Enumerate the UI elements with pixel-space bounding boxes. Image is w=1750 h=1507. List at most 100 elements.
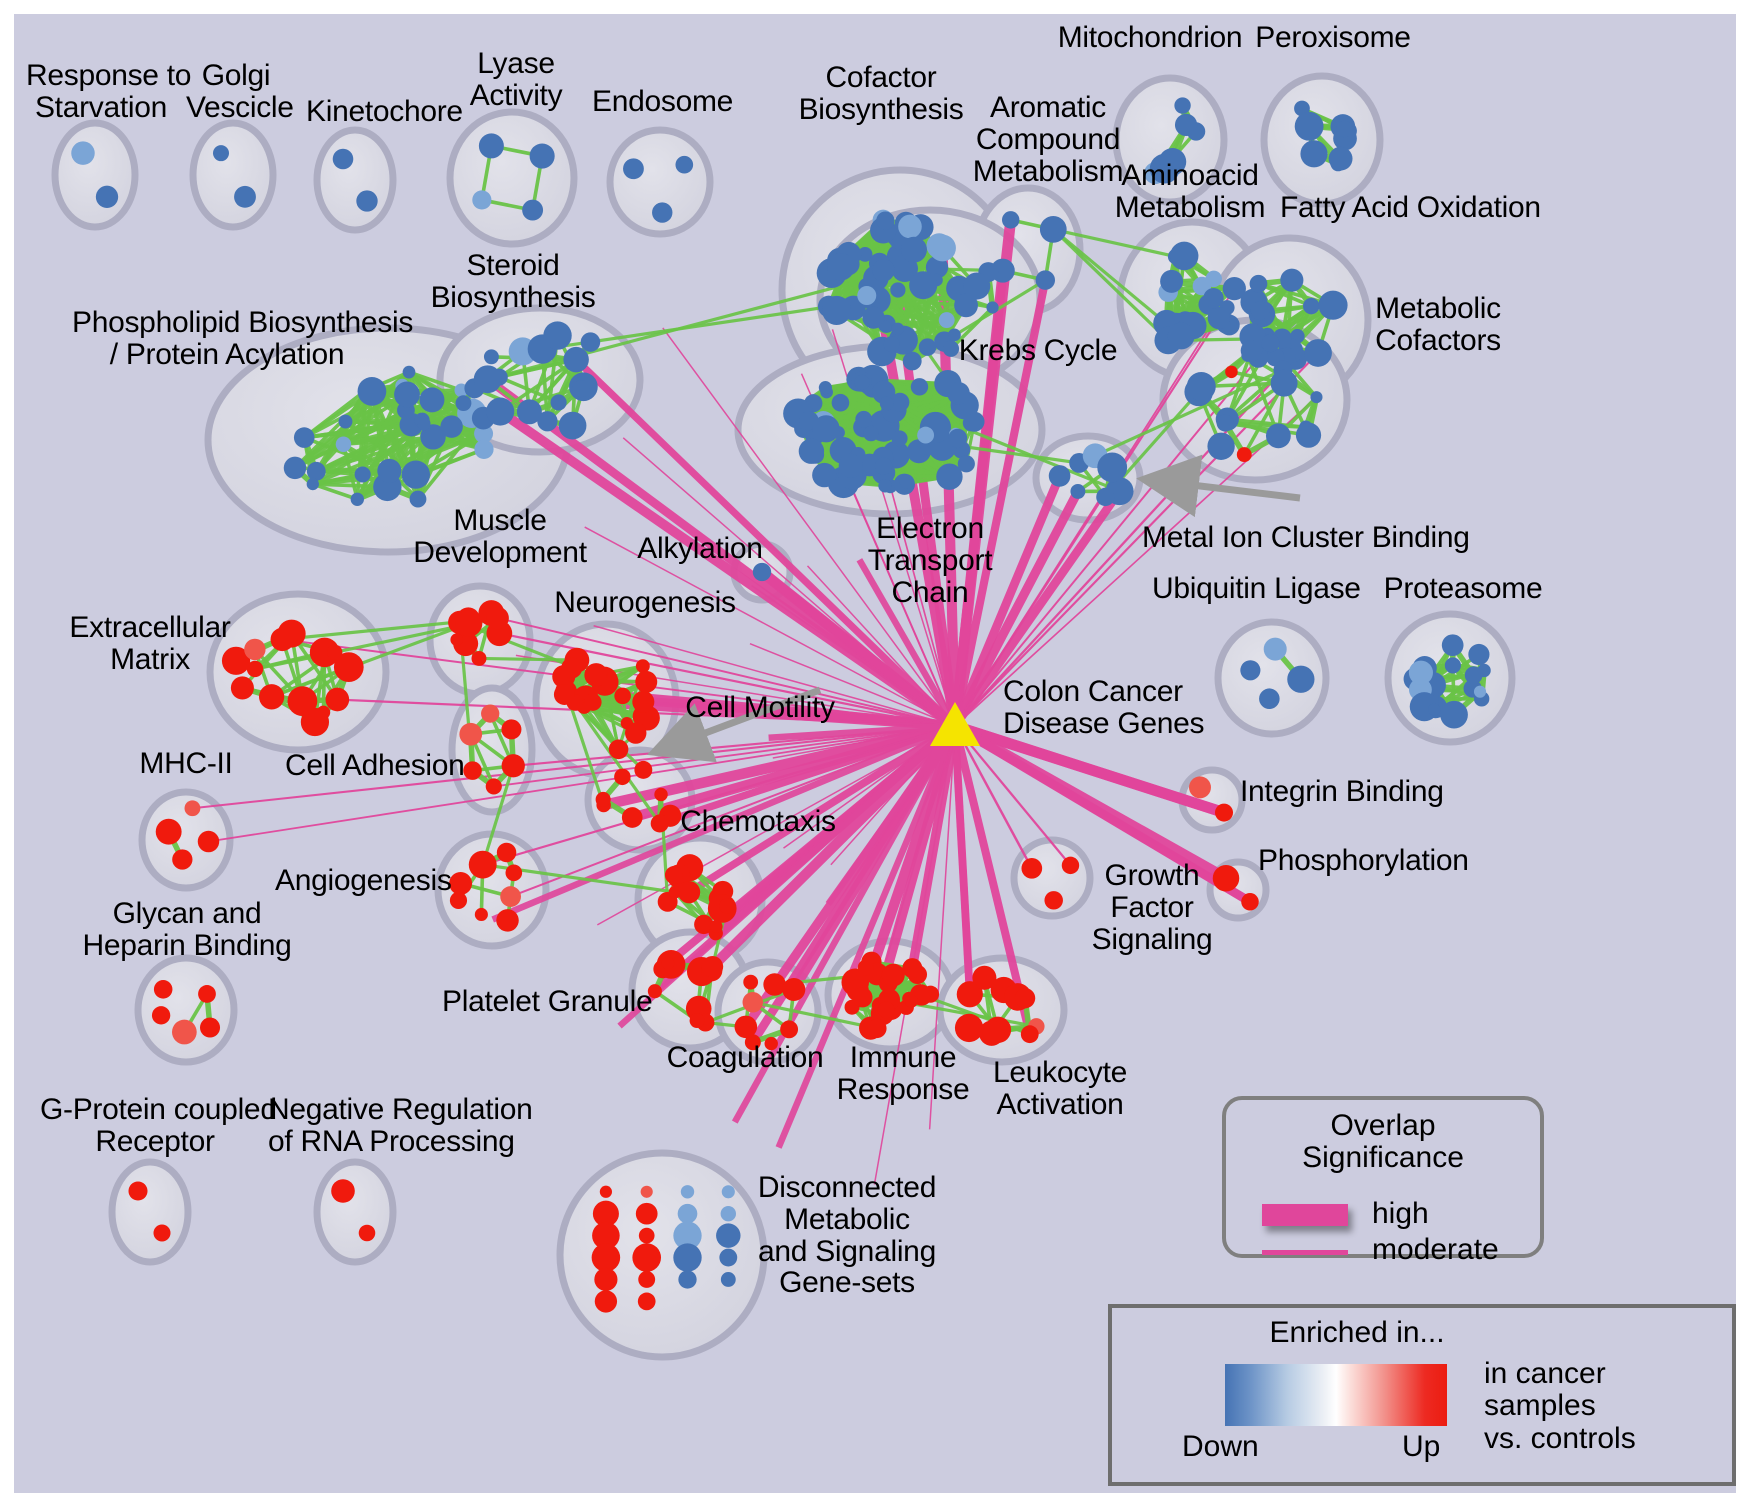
- gene-set-node[interactable]: [474, 424, 494, 444]
- gene-set-node[interactable]: [1048, 465, 1071, 487]
- gene-set-node[interactable]: [954, 1013, 984, 1043]
- gene-set-node[interactable]: [599, 1185, 613, 1198]
- gene-set-node[interactable]: [471, 650, 487, 666]
- gene-set-node[interactable]: [1280, 268, 1304, 292]
- gene-set-node[interactable]: [357, 376, 387, 406]
- hub-triangle[interactable]: [930, 702, 980, 746]
- gene-set-node[interactable]: [1265, 423, 1291, 449]
- gene-set-node[interactable]: [890, 282, 906, 298]
- gene-set-node[interactable]: [890, 392, 910, 412]
- gene-set-node[interactable]: [326, 644, 343, 661]
- gene-set-node[interactable]: [673, 1243, 702, 1272]
- gene-set-node[interactable]: [529, 143, 555, 169]
- gene-set-node[interactable]: [1212, 864, 1240, 892]
- gene-set-node[interactable]: [1070, 483, 1086, 499]
- gene-set-node[interactable]: [356, 190, 378, 212]
- gene-set-node[interactable]: [812, 462, 837, 488]
- gene-set-node[interactable]: [905, 994, 918, 1008]
- gene-set-node[interactable]: [244, 638, 266, 661]
- gene-set-node[interactable]: [883, 336, 900, 353]
- gene-set-node[interactable]: [420, 424, 446, 450]
- gene-set-node[interactable]: [831, 393, 850, 412]
- gene-set-node[interactable]: [558, 411, 587, 440]
- gene-set-node[interactable]: [1468, 643, 1490, 666]
- gene-set-node[interactable]: [614, 687, 631, 705]
- gene-set-node[interactable]: [719, 898, 735, 914]
- gene-set-node[interactable]: [1259, 688, 1280, 709]
- gene-set-node[interactable]: [287, 686, 318, 716]
- gene-set-node[interactable]: [694, 914, 714, 935]
- gene-set-node[interactable]: [857, 959, 874, 976]
- gene-set-node[interactable]: [1044, 891, 1063, 910]
- gene-set-node[interactable]: [71, 141, 95, 165]
- gene-set-node[interactable]: [584, 693, 602, 711]
- gene-set-node[interactable]: [1186, 372, 1216, 401]
- gene-set-node[interactable]: [259, 684, 285, 710]
- gene-set-node[interactable]: [485, 778, 502, 795]
- gene-set-node[interactable]: [1096, 487, 1115, 507]
- gene-set-node[interactable]: [942, 340, 960, 357]
- gene-set-node[interactable]: [638, 1271, 656, 1288]
- gene-set-node[interactable]: [283, 456, 307, 480]
- gene-set-node[interactable]: [409, 490, 427, 508]
- gene-set-node[interactable]: [654, 787, 668, 802]
- gene-set-node[interactable]: [635, 670, 658, 693]
- gene-set-node[interactable]: [1300, 140, 1328, 168]
- gene-set-node[interactable]: [855, 410, 873, 428]
- gene-set-node[interactable]: [719, 1248, 738, 1267]
- gene-set-node[interactable]: [1444, 657, 1461, 674]
- gene-set-node[interactable]: [798, 438, 825, 464]
- gene-set-node[interactable]: [333, 652, 364, 682]
- gene-set-node[interactable]: [898, 214, 922, 239]
- gene-set-node[interactable]: [198, 985, 216, 1003]
- gene-set-node[interactable]: [734, 1015, 758, 1039]
- gene-set-node[interactable]: [300, 707, 330, 737]
- gene-set-node[interactable]: [978, 1020, 1005, 1046]
- gene-set-node[interactable]: [500, 886, 521, 907]
- gene-set-node[interactable]: [1174, 113, 1198, 137]
- gene-set-node[interactable]: [925, 256, 949, 279]
- gene-set-node[interactable]: [1408, 660, 1433, 685]
- gene-set-node[interactable]: [661, 956, 675, 970]
- gene-set-node[interactable]: [592, 1221, 620, 1250]
- gene-set-node[interactable]: [505, 864, 523, 882]
- gene-set-node[interactable]: [902, 351, 922, 371]
- gene-set-node[interactable]: [1203, 288, 1224, 309]
- gene-set-node[interactable]: [614, 768, 631, 786]
- gene-set-node[interactable]: [1250, 301, 1270, 321]
- gene-set-node[interactable]: [1155, 164, 1170, 179]
- gene-set-node[interactable]: [1039, 216, 1067, 243]
- gene-set-node[interactable]: [1261, 334, 1280, 353]
- gene-set-node[interactable]: [879, 396, 894, 411]
- gene-set-node[interactable]: [677, 1203, 698, 1224]
- gene-set-node[interactable]: [650, 814, 669, 833]
- gene-set-node[interactable]: [632, 690, 655, 713]
- gene-set-node[interactable]: [401, 460, 431, 489]
- gene-set-node[interactable]: [638, 1227, 655, 1244]
- gene-set-node[interactable]: [354, 466, 371, 483]
- gene-set-node[interactable]: [1189, 776, 1211, 799]
- gene-set-node[interactable]: [197, 830, 220, 853]
- gene-set-node[interactable]: [812, 415, 840, 443]
- gene-set-node[interactable]: [473, 365, 502, 394]
- gene-set-node[interactable]: [377, 458, 402, 483]
- gene-set-node[interactable]: [563, 346, 589, 373]
- gene-set-node[interactable]: [591, 1243, 621, 1272]
- gene-set-node[interactable]: [910, 378, 929, 396]
- gene-set-node[interactable]: [635, 659, 650, 674]
- gene-set-node[interactable]: [450, 633, 463, 646]
- gene-set-node[interactable]: [743, 974, 759, 990]
- gene-set-node[interactable]: [680, 1185, 695, 1199]
- gene-set-node[interactable]: [891, 322, 905, 336]
- gene-set-node[interactable]: [838, 453, 863, 478]
- gene-set-node[interactable]: [1328, 146, 1353, 171]
- gene-set-node[interactable]: [155, 818, 182, 845]
- gene-set-node[interactable]: [1061, 856, 1080, 875]
- gene-set-node[interactable]: [624, 722, 647, 744]
- gene-set-node[interactable]: [1464, 666, 1483, 685]
- gene-set-node[interactable]: [957, 455, 975, 473]
- gene-set-node[interactable]: [234, 185, 256, 208]
- gene-set-node[interactable]: [128, 1181, 148, 1201]
- gene-set-node[interactable]: [652, 202, 673, 223]
- gene-set-node[interactable]: [1207, 306, 1230, 330]
